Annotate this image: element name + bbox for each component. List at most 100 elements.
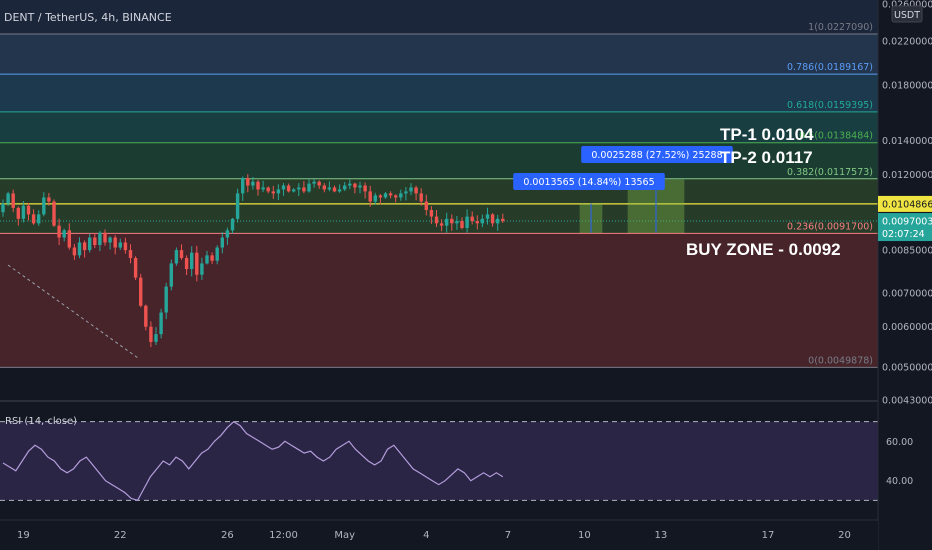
candle: [179, 244, 184, 260]
candle-body: [144, 305, 148, 327]
rsi-line[interactable]: [2, 420, 504, 502]
measure-label-1-box[interactable]: [513, 173, 665, 190]
candle-body: [16, 207, 20, 219]
candle: [348, 179, 352, 190]
candle-body: [1, 203, 5, 213]
candle-body: [184, 258, 189, 270]
measure-label-2-box[interactable]: [581, 146, 733, 163]
candle-body: [363, 185, 367, 192]
candle-body: [496, 218, 500, 224]
price-axis[interactable]: [878, 0, 932, 550]
candle-body: [460, 221, 464, 228]
candle-body: [475, 221, 479, 224]
candle: [373, 192, 377, 205]
candle-body: [399, 193, 403, 198]
candles: [1, 174, 505, 348]
chart-title: DENT / TetherUS, 4h, BINANCE: [4, 11, 172, 24]
candle: [113, 235, 117, 255]
price-tick-label: 0.0180000: [882, 81, 932, 92]
fib-label-0.618: 0.618(0.0159395): [787, 100, 873, 111]
candle: [256, 180, 260, 196]
candle-body: [343, 185, 347, 190]
candle: [235, 188, 240, 223]
candle-body: [445, 218, 449, 226]
candle: [480, 214, 485, 228]
candle-body: [174, 250, 179, 264]
candle: [225, 227, 230, 245]
candle-body: [26, 205, 31, 215]
candle-body: [266, 187, 270, 192]
candle: [6, 191, 10, 207]
time-tick-label: 13: [655, 530, 668, 541]
candle-body: [210, 255, 214, 261]
current-price-value: 0.0104866: [882, 199, 932, 210]
measure-label-2[interactable]: 0.0025288 (27.52%) 25288: [581, 146, 733, 163]
candle: [485, 207, 490, 225]
candle-body: [327, 187, 332, 190]
candle-body: [302, 187, 306, 192]
candle: [98, 230, 102, 252]
candle-body: [154, 334, 158, 342]
candle-body: [11, 193, 15, 208]
candle: [52, 199, 56, 227]
candle: [72, 243, 77, 260]
candle-body: [225, 230, 230, 238]
candle: [419, 188, 423, 206]
candle-body: [251, 181, 255, 186]
candle-body: [281, 185, 286, 190]
trend-line[interactable]: [7, 264, 139, 359]
measure-label-1[interactable]: 0.0013565 (14.84%) 13565: [513, 173, 665, 190]
currency-badge[interactable]: [891, 5, 923, 23]
candle: [184, 255, 189, 276]
candle-body: [133, 258, 138, 278]
time-axis[interactable]: [0, 521, 878, 550]
candle-body: [149, 326, 153, 342]
candle: [445, 212, 449, 233]
candle-body: [388, 193, 393, 196]
buy-zone-annotation[interactable]: BUY ZONE - 0.0092: [686, 240, 841, 259]
candle: [353, 182, 357, 194]
candle-body: [179, 250, 184, 259]
candle: [404, 187, 408, 201]
candle: [128, 244, 133, 264]
candle: [149, 321, 153, 348]
currency-label: USDT: [894, 10, 920, 21]
candle-body: [429, 210, 434, 217]
tp1-annotation[interactable]: TP-1 0.0104: [720, 125, 814, 144]
candle-body: [485, 214, 490, 219]
fib-retracement[interactable]: 1(0.0227090) 0.786(0.0189167) 0.618(0.0159…: [0, 22, 878, 368]
time-tick-label: 19: [17, 530, 30, 541]
candle-body: [205, 255, 209, 264]
candle: [312, 179, 316, 188]
candle: [108, 236, 112, 250]
candle-body: [195, 252, 199, 275]
candle: [302, 181, 306, 194]
candle: [57, 218, 61, 245]
candle-body: [307, 183, 311, 192]
candle: [42, 192, 46, 217]
time-tick-label: 7: [505, 530, 511, 541]
fib-label-0.5: 0.5(0.0138484): [799, 131, 873, 142]
candle-body: [139, 277, 143, 306]
candle-body: [62, 230, 66, 238]
fib-zone-1-0.786: [0, 33, 878, 75]
candle: [77, 237, 82, 259]
candle-body: [424, 201, 428, 211]
candle-body: [286, 185, 291, 192]
candle: [154, 327, 158, 345]
candle: [220, 232, 224, 254]
candle-body: [358, 185, 362, 188]
candle-body: [128, 250, 133, 259]
candle: [103, 229, 107, 246]
candle-body: [470, 216, 474, 222]
last-price-value: 0.0097003: [882, 217, 932, 228]
candle-body: [6, 193, 10, 204]
candle: [62, 228, 66, 242]
candle: [292, 188, 296, 193]
tp2-annotation[interactable]: TP-2 0.0117: [720, 148, 813, 167]
candle: [378, 194, 383, 205]
candle: [276, 184, 281, 201]
price-tick-label: 0.0140000: [882, 136, 932, 147]
